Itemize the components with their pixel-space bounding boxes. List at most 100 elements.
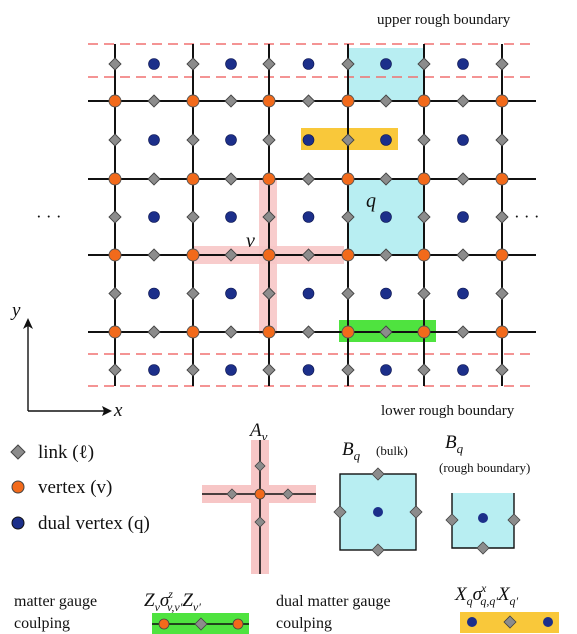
av-title: Av <box>248 420 268 444</box>
vertex-1-3 <box>341 172 355 186</box>
bq-bulk-link-left <box>333 505 347 519</box>
vertex-v-label: v <box>246 230 255 252</box>
matter-coupling-line1: matter gauge <box>14 593 97 610</box>
dual-vertex-3-1 <box>225 287 237 300</box>
legend-dual-vertex-icon <box>11 516 25 530</box>
lattice-links <box>108 57 509 377</box>
vertex-0-0 <box>108 94 122 108</box>
link-v-5-3 <box>495 286 509 301</box>
lattice-vertices <box>108 94 509 339</box>
dual-vertex-0-3 <box>380 58 392 70</box>
axes: x y <box>10 300 123 421</box>
vertex-3-5 <box>495 325 509 339</box>
dual-vertex-3-0 <box>148 287 160 300</box>
link-v-3-3 <box>341 286 355 301</box>
matter-coupling-formula: Zvσz v,v′Zv′ <box>144 587 201 614</box>
dual-vertex-1-1 <box>225 134 237 146</box>
link-v-1-4 <box>186 363 200 377</box>
dual-vertex-2-4 <box>457 211 469 223</box>
av-link-right <box>282 488 294 500</box>
legend-vertex-icon <box>11 480 25 494</box>
link-v-0-1 <box>108 133 122 147</box>
vertex-3-2 <box>262 325 276 339</box>
bq-bulk-operator: Bq (bulk) <box>333 439 423 557</box>
ellipsis-right: · · · <box>514 207 539 226</box>
matter-coupling-link <box>194 617 208 631</box>
dual-vertex-3-2 <box>302 287 315 300</box>
link-v-1-0 <box>186 57 200 71</box>
dual-vertex-2-2 <box>302 211 315 223</box>
link-h-3-3 <box>301 325 316 339</box>
dual-coupling-legend: dual matter gauge coulping Xqσx q,q′Xq′ <box>276 581 559 633</box>
vertex-2-1 <box>186 248 200 262</box>
plaquette-q-label: q <box>366 190 376 212</box>
vertex-2-3 <box>341 248 355 262</box>
dual-vertex-1-0 <box>148 134 160 146</box>
link-v-3-2 <box>341 210 355 224</box>
link-h-0-5 <box>456 94 470 108</box>
y-axis-label: y <box>10 300 21 321</box>
bq-rough-title-sub: q <box>457 441 464 456</box>
vertex-3-3 <box>341 325 355 339</box>
link-v-2-1 <box>262 133 276 147</box>
matter-coupling-legend: matter gauge coulping Zvσz v,v′Zv′ <box>14 587 249 634</box>
vertex-0-3 <box>341 94 355 108</box>
dual-coupling-line2: coulping <box>276 615 332 632</box>
vertex-2-2 <box>262 248 276 262</box>
link-h-1-5 <box>456 172 470 186</box>
link-h-3-2 <box>224 325 238 339</box>
vertex-0-5 <box>495 94 509 108</box>
ellipsis-left: · · · <box>36 207 61 226</box>
dual-vertex-4-3 <box>380 364 392 376</box>
link-v-3-0 <box>341 57 355 71</box>
vertex-2-5 <box>495 248 509 262</box>
dual-vertex-1-2 <box>302 134 315 146</box>
bq-bulk-title-sub: q <box>354 448 361 463</box>
dual-coupling-line1: dual matter gauge <box>276 593 391 610</box>
link-v-1-2 <box>186 210 200 224</box>
dual-vertex-3-3 <box>380 287 392 300</box>
legend-vertex-label: vertex (v) <box>38 477 112 498</box>
link-h-1-1 <box>147 172 161 186</box>
link-v-5-4 <box>495 363 509 377</box>
matter-coupling-line2: coulping <box>14 615 70 632</box>
vertex-2-0 <box>108 248 122 262</box>
link-h-2-3 <box>301 248 316 262</box>
boundary-dash-lines <box>88 43 536 387</box>
upper-boundary-label: upper rough boundary <box>377 12 511 28</box>
dual-coupling-link <box>503 615 517 629</box>
link-h-1-3 <box>301 172 316 186</box>
link-v-4-1 <box>417 133 431 147</box>
link-v-3-4 <box>341 363 355 377</box>
link-v-2-4 <box>262 363 276 377</box>
link-h-0-4 <box>379 94 393 108</box>
link-v-2-0 <box>262 57 276 71</box>
bq-rough-note: (rough boundary) <box>439 460 530 475</box>
link-h-0-1 <box>147 94 161 108</box>
av-title-sub: v <box>262 429 268 444</box>
link-h-1-2 <box>224 172 238 186</box>
link-v-2-2 <box>262 210 276 224</box>
av-link-top <box>254 460 266 472</box>
dual-coupling-formula: Xqσx q,q′Xq′ <box>454 581 519 608</box>
bq-rough-link-bottom <box>476 541 490 555</box>
dual-coupling-dual-right <box>543 617 553 627</box>
link-v-4-4 <box>417 363 431 377</box>
link-v-0-2 <box>108 210 122 224</box>
vertex-0-4 <box>417 94 431 108</box>
matter-coupling-vertex-left <box>158 618 170 630</box>
dual-vertex-0-4 <box>457 58 469 70</box>
link-h-2-1 <box>147 248 161 262</box>
bq-bulk-link-top <box>371 467 385 481</box>
bq-rough-title-main: B <box>445 432 457 453</box>
dual-vertex-1-3 <box>380 134 392 146</box>
dual-vertex-2-1 <box>225 211 237 223</box>
link-v-5-2 <box>495 210 509 224</box>
dual-vertex-0-0 <box>148 58 160 70</box>
link-h-0-2 <box>224 94 238 108</box>
dual-vertex-4-2 <box>302 364 315 376</box>
link-v-4-3 <box>417 286 431 301</box>
dual-vertex-1-4 <box>457 134 469 146</box>
lattice-dual-vertices <box>148 58 469 376</box>
